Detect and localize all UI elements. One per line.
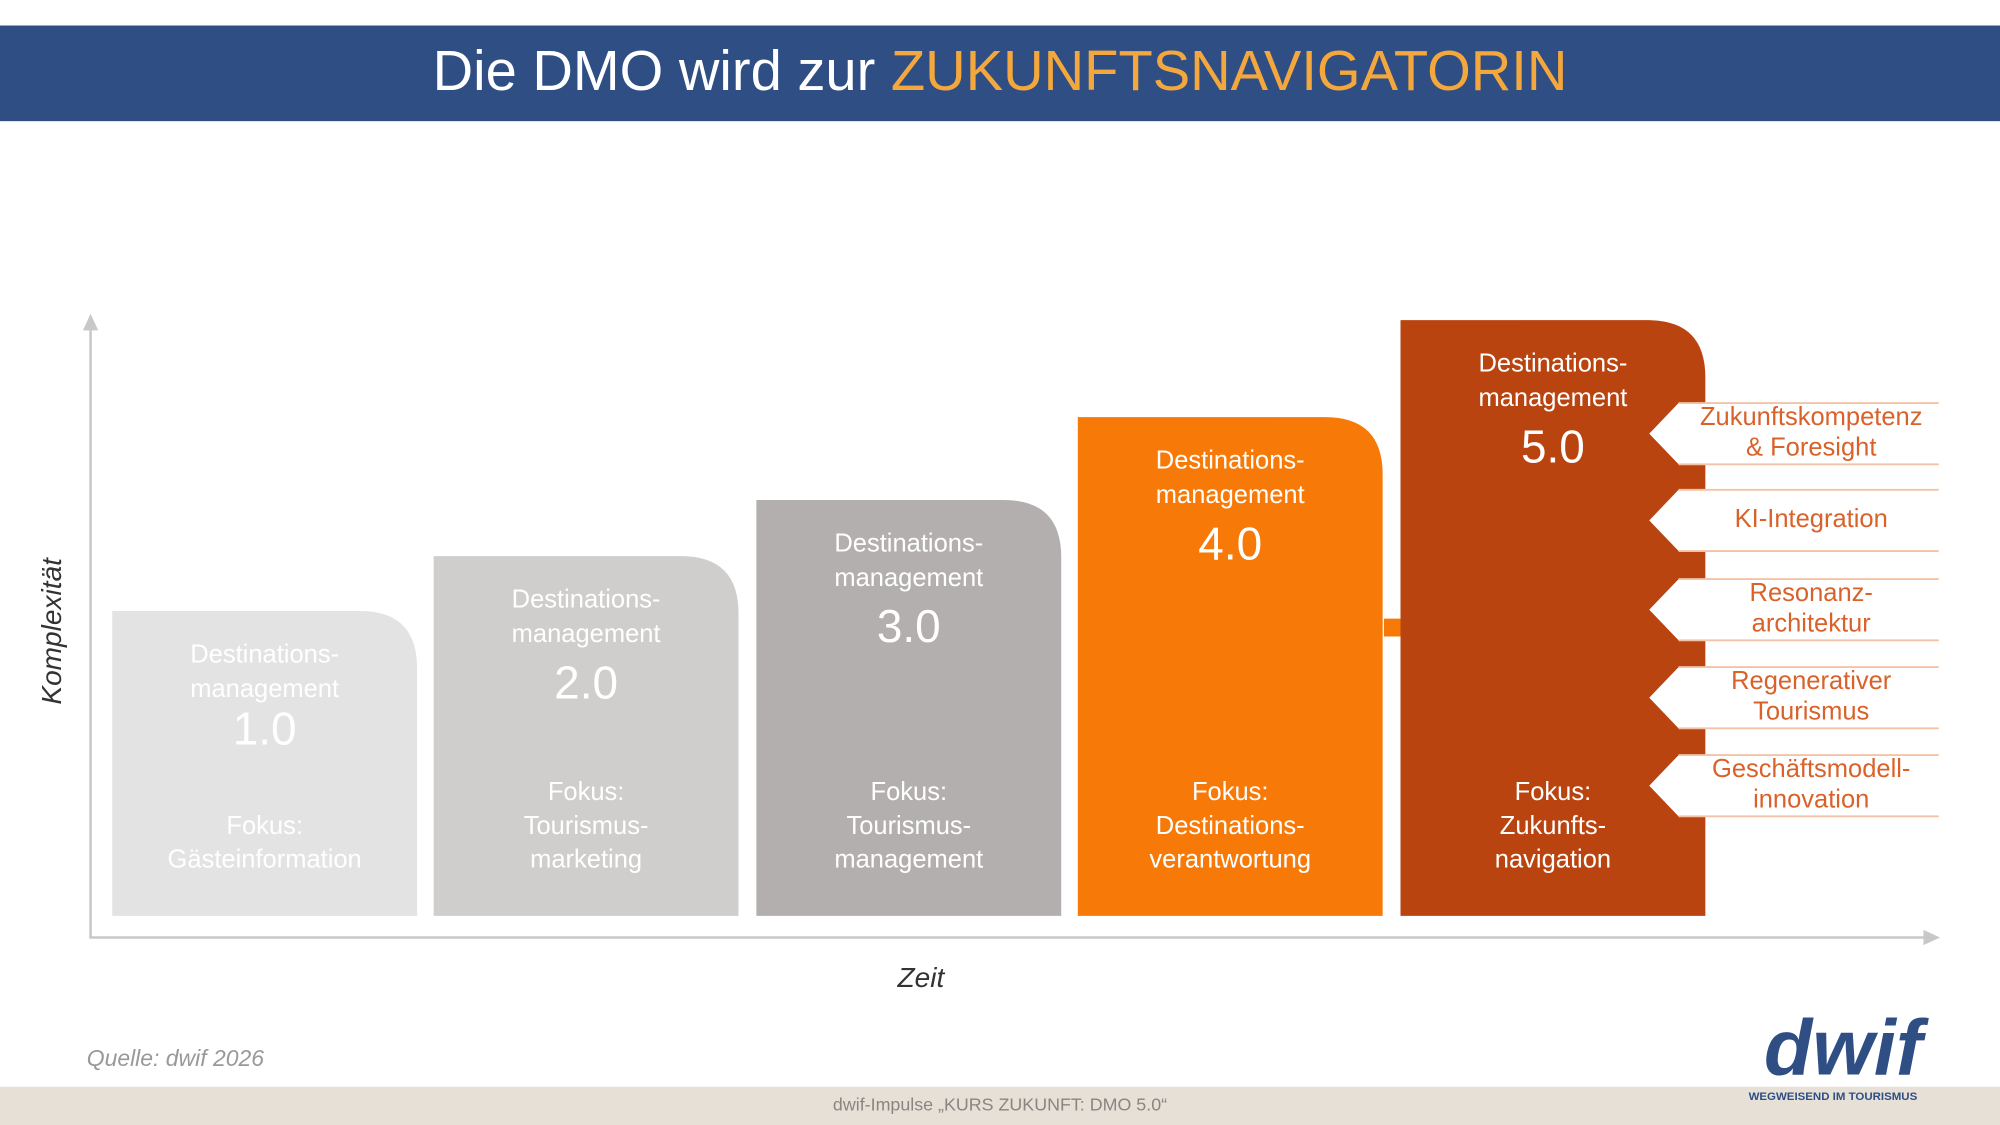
stage-focus: navigation bbox=[1495, 846, 1611, 874]
stages: Destinations-management1.0Fokus:Gästeinf… bbox=[112, 320, 1706, 916]
x-axis-arrow bbox=[1923, 929, 1941, 946]
stage-focus: Gästeinformation bbox=[168, 846, 362, 874]
stage-focus: Fokus: bbox=[871, 778, 948, 806]
title: Die DMO wird zur ZUKUNFTSNAVIGATORIN bbox=[433, 39, 1568, 102]
capabilities: Zukunftskompetenz & Foresight KI-Integrati… bbox=[1649, 402, 1939, 818]
capability-box bbox=[1649, 755, 1939, 817]
stage-block bbox=[112, 610, 418, 916]
stage-focus: Fokus: bbox=[1515, 778, 1592, 806]
stage-focus: marketing bbox=[530, 846, 642, 874]
logo-tagline: WEGWEISEND IM TOURISMUS bbox=[1749, 1091, 1918, 1103]
capability-label: Tourismus bbox=[1753, 698, 1869, 726]
capability-label: & Foresight bbox=[1746, 434, 1876, 462]
stage-block bbox=[1077, 417, 1383, 916]
stage-focus: Fokus: bbox=[548, 778, 625, 806]
stage-title: Destinations- bbox=[834, 529, 983, 557]
capability-label: Resonanz- bbox=[1750, 579, 1873, 607]
header-bar bbox=[0, 25, 2000, 122]
capability-label: Regenerativer bbox=[1731, 667, 1892, 695]
title-prefix: Die DMO wird zur bbox=[433, 39, 876, 102]
stage-title: management bbox=[190, 675, 339, 703]
capability-box bbox=[1649, 667, 1939, 729]
stage-focus: Zukunfts- bbox=[1500, 812, 1606, 840]
stage-title: Destinations- bbox=[512, 585, 661, 613]
stage-focus: Tourismus- bbox=[846, 812, 971, 840]
source: Quelle: dwif 2026 bbox=[87, 1045, 264, 1071]
stage-title: management bbox=[1156, 481, 1305, 509]
stage-focus: Fokus: bbox=[226, 812, 303, 840]
stage-title: management bbox=[1479, 384, 1628, 412]
y-axis-label: Komplexität bbox=[36, 557, 67, 705]
capability-box bbox=[1649, 579, 1939, 641]
stage-version: 5.0 bbox=[1521, 420, 1585, 472]
stage-focus: Destinations- bbox=[1156, 812, 1305, 840]
stage-focus: Tourismus- bbox=[524, 812, 649, 840]
stage-version: 3.0 bbox=[877, 600, 941, 652]
stage-title: Destinations- bbox=[190, 640, 339, 668]
capability-box bbox=[1649, 489, 1939, 552]
x-axis-label: Zeit bbox=[897, 962, 946, 993]
capability-label: architektur bbox=[1752, 610, 1872, 638]
stage-focus: verantwortung bbox=[1149, 846, 1311, 874]
capability-label: KI-Integration bbox=[1735, 505, 1888, 533]
capability-label: Zukunftskompetenz bbox=[1700, 403, 1923, 431]
y-axis-arrow bbox=[82, 313, 99, 331]
stage-title: management bbox=[834, 564, 983, 592]
stage-title: Destinations- bbox=[1479, 350, 1628, 378]
capability-label: innovation bbox=[1753, 786, 1869, 814]
stage-focus: Fokus: bbox=[1192, 778, 1269, 806]
stage-version: 2.0 bbox=[554, 656, 618, 708]
footer-bar bbox=[0, 1086, 2000, 1125]
stage-version: 4.0 bbox=[1198, 517, 1262, 569]
stage-focus: management bbox=[834, 846, 983, 874]
title-highlight: ZUKUNFTSNAVIGATORIN bbox=[891, 39, 1567, 102]
capability-label: Geschäftsmodell- bbox=[1712, 755, 1910, 783]
stage-title: Destinations- bbox=[1156, 446, 1305, 474]
stage-block bbox=[756, 500, 1062, 916]
footer-text: dwif-Impulse „KURS ZUKUNFT: DMO 5.0“ bbox=[833, 1095, 1167, 1115]
capability-box bbox=[1649, 403, 1939, 465]
logo: dwif bbox=[1764, 1002, 1929, 1091]
stage-block bbox=[1400, 320, 1706, 916]
stage-title: management bbox=[512, 620, 661, 648]
stage-block bbox=[433, 556, 739, 916]
stage-version: 1.0 bbox=[233, 702, 297, 754]
